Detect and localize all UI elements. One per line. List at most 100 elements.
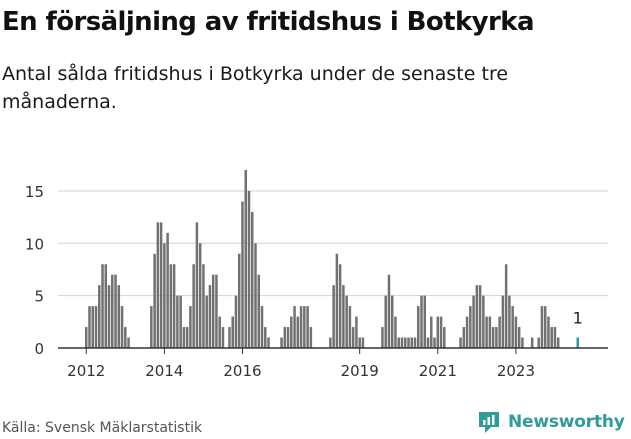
- bar: [459, 337, 462, 348]
- bar: [156, 222, 160, 348]
- bar: [491, 327, 495, 348]
- bar: [127, 337, 130, 348]
- y-tick-label: 10: [25, 235, 44, 253]
- bar: [400, 337, 404, 348]
- bar: [469, 306, 472, 348]
- bar: [540, 306, 544, 348]
- grid-lines: [58, 190, 608, 297]
- bar: [342, 285, 345, 348]
- bar: [264, 327, 267, 348]
- bar: [215, 274, 218, 348]
- x-tick-label: 2019: [341, 362, 379, 380]
- y-tick-label: 5: [34, 288, 44, 306]
- bar: [517, 327, 521, 348]
- bar: [290, 316, 293, 348]
- bar: [384, 295, 387, 348]
- bar: [495, 327, 498, 348]
- bar: [355, 316, 358, 348]
- bar: [107, 285, 111, 348]
- bar: [309, 327, 313, 348]
- bar: [85, 327, 88, 348]
- bar: [521, 337, 524, 348]
- bar: [426, 337, 430, 348]
- bar: [306, 306, 309, 348]
- bar: [478, 285, 482, 348]
- bar: [443, 327, 446, 348]
- bar: [166, 232, 169, 348]
- annotations: 1: [573, 309, 583, 328]
- bar: [417, 306, 420, 348]
- bar: [465, 316, 469, 348]
- bar: [423, 295, 427, 348]
- bar: [556, 337, 560, 348]
- bar: [195, 222, 199, 348]
- bar: [153, 253, 156, 348]
- source-note: Källa: Svensk Mäklarstatistik: [2, 420, 203, 436]
- bar-latest: [576, 337, 579, 348]
- bar: [257, 274, 261, 348]
- bar: [159, 222, 163, 348]
- x-tick-label: 2021: [419, 362, 457, 380]
- x-tick-label: 2012: [67, 362, 105, 380]
- bar: [234, 295, 238, 348]
- bar: [114, 274, 117, 348]
- bars: [85, 170, 579, 348]
- bar: [508, 295, 511, 348]
- bar: [218, 316, 221, 348]
- bar: [537, 337, 540, 348]
- bar: [530, 337, 534, 348]
- bar: [98, 285, 101, 348]
- bar: [390, 295, 394, 348]
- x-tick-label: 2023: [497, 362, 535, 380]
- bar: [101, 264, 104, 348]
- bar: [94, 306, 98, 348]
- bar: [299, 306, 303, 348]
- bar: [475, 285, 479, 348]
- bar: [485, 316, 488, 348]
- bar: [413, 337, 417, 348]
- bar: [553, 327, 557, 348]
- brand-logo[interactable]: Newsworthy: [476, 409, 625, 435]
- bar: [192, 264, 195, 348]
- bar: [228, 327, 231, 348]
- y-tick-label: 15: [25, 183, 44, 201]
- bar: [439, 316, 443, 348]
- x-tick-label: 2016: [223, 362, 261, 380]
- bar: [172, 264, 176, 348]
- bar: [198, 243, 202, 348]
- bar: [420, 295, 423, 348]
- bar: [211, 274, 215, 348]
- bar: [163, 243, 166, 348]
- bar: [332, 285, 335, 348]
- bar: [244, 170, 247, 348]
- bar: [117, 285, 121, 348]
- bar: [202, 264, 205, 348]
- bar: [179, 295, 182, 348]
- bar: [208, 285, 212, 348]
- bar: [280, 337, 283, 348]
- y-tick-label: 0: [34, 340, 44, 358]
- bar: [488, 316, 492, 348]
- bar: [205, 295, 208, 348]
- bar: [335, 253, 339, 348]
- bar: [430, 316, 433, 348]
- bar: [501, 295, 505, 348]
- bar: [283, 327, 287, 348]
- x-tick-label: 2014: [145, 362, 183, 380]
- bar: [504, 264, 508, 348]
- bar: [231, 316, 234, 348]
- bar: [511, 306, 514, 348]
- bar: [436, 316, 440, 348]
- bar: [251, 211, 254, 348]
- bar: [296, 316, 300, 348]
- bar: [88, 306, 91, 348]
- bar: [329, 337, 332, 348]
- bar: [433, 337, 436, 348]
- bar: [403, 337, 407, 348]
- bar: [387, 274, 391, 348]
- bar: [338, 264, 342, 348]
- brand-label: Newsworthy: [508, 412, 625, 432]
- bar: [120, 306, 124, 348]
- bar: [182, 327, 186, 348]
